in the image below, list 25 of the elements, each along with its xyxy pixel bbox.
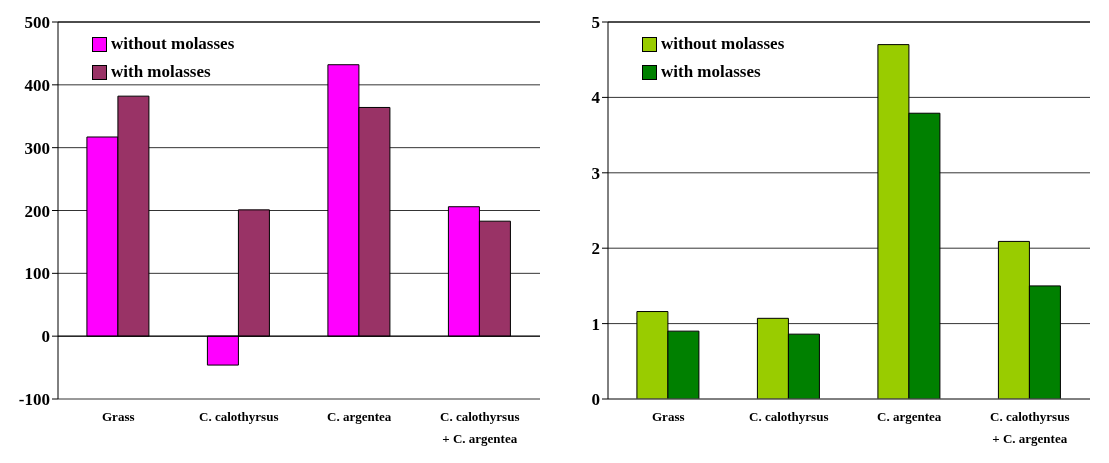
y-tick-label: 0 bbox=[41, 327, 50, 347]
y-tick-label: 4 bbox=[591, 88, 601, 108]
x-tick-label: C. argentea bbox=[327, 409, 392, 424]
x-tick-label: C. calothyrsus + C. argentea bbox=[990, 409, 1070, 446]
y-tick-label: 500 bbox=[24, 13, 50, 33]
y-tick-label: 1 bbox=[591, 314, 600, 334]
y-tick-label: 2 bbox=[591, 239, 600, 259]
y-tick-label: 400 bbox=[24, 75, 50, 95]
y-tick-label: 0 bbox=[591, 390, 600, 410]
x-tick-label: C. argentea bbox=[877, 409, 942, 424]
y-tick-label: 100 bbox=[24, 264, 50, 284]
x-tick-label: C. calothyrsus + C. argentea bbox=[440, 409, 520, 446]
x-tick-label: Grass bbox=[102, 409, 135, 424]
y-tick-label: 3 bbox=[591, 163, 600, 183]
legend-label: with molasses bbox=[111, 61, 211, 83]
legend-label: without molasses bbox=[111, 33, 235, 55]
legend-label: with molasses bbox=[661, 61, 761, 83]
legend-label: without molasses bbox=[661, 33, 785, 55]
y-tick-label: 5 bbox=[591, 13, 600, 33]
x-tick-label: C. calothyrsus bbox=[749, 409, 829, 424]
x-tick-label: C. calothyrsus bbox=[199, 409, 279, 424]
y-tick-label: 200 bbox=[24, 201, 50, 221]
y-tick-label: 300 bbox=[24, 138, 50, 158]
y-tick-label: -100 bbox=[18, 390, 50, 410]
x-tick-label: Grass bbox=[652, 409, 685, 424]
